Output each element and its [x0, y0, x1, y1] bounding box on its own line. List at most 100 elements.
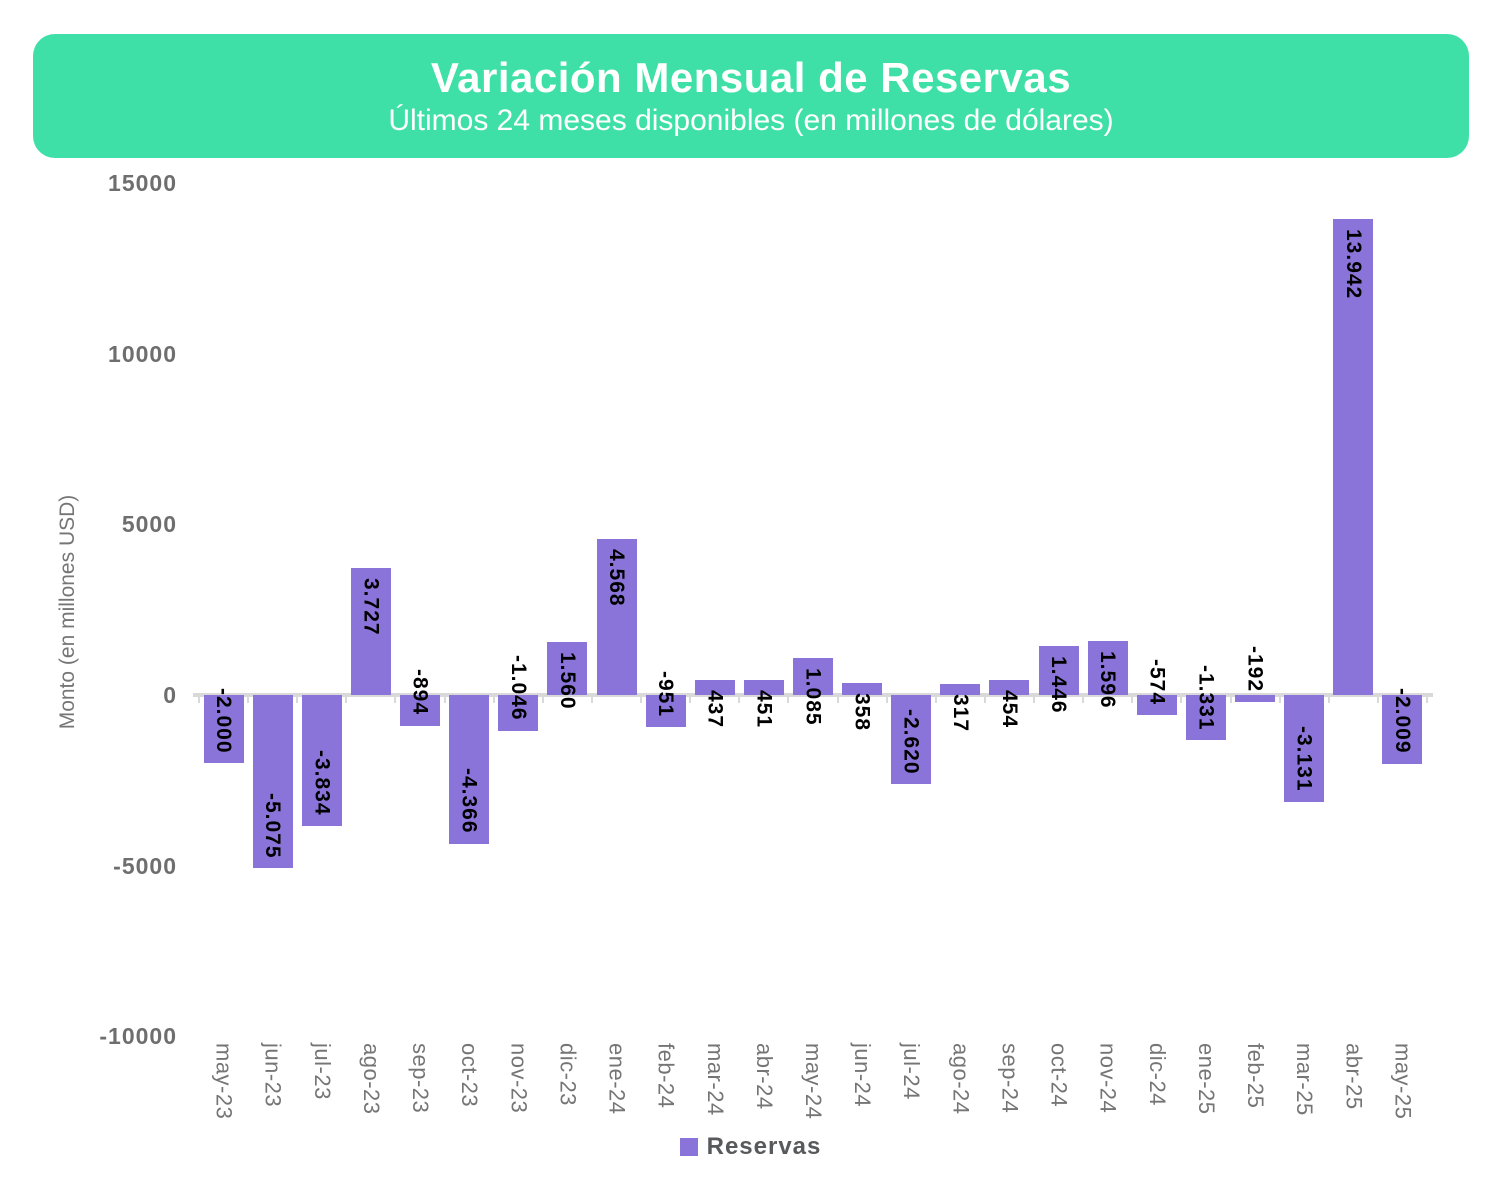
bar-value-label: 437: [703, 690, 727, 729]
bar-oct-23[interactable]: [449, 695, 490, 844]
axis-tick: [590, 695, 593, 703]
bar-value-label: -574: [1145, 658, 1169, 705]
x-tick-label: nov-24: [1095, 1043, 1121, 1114]
axis-tick: [198, 695, 200, 703]
bar-value-label: -192: [1243, 645, 1267, 692]
y-tick-label: -5000: [113, 852, 177, 879]
y-tick-label: 5000: [121, 511, 177, 538]
x-tick-label: jul-23: [309, 1043, 335, 1100]
x-tick-label: oct-23: [457, 1043, 483, 1108]
bar-may-23[interactable]: [203, 695, 244, 764]
axis-tick: [345, 695, 348, 703]
bar-nov-24[interactable]: [1087, 640, 1128, 695]
chart-header: Variación Mensual de Reservas Últimos 24…: [33, 34, 1469, 158]
axis-tick: [983, 695, 986, 703]
bar-value-label: 13.942: [1341, 229, 1365, 300]
x-tick-label: abr-24: [751, 1043, 777, 1110]
bar-value-label: 4.568: [605, 549, 629, 607]
bar-value-label: 1.446: [1047, 655, 1071, 714]
axis-tick: [1278, 695, 1281, 703]
axis-tick: [1180, 695, 1183, 703]
bar-abr-24[interactable]: [743, 679, 784, 695]
legend-swatch-icon: [679, 1138, 698, 1156]
x-tick-label: may-23: [211, 1043, 237, 1120]
y-tick-label: 15000: [108, 170, 177, 197]
x-tick-label: ago-24: [948, 1043, 974, 1115]
bar-value-label: -1.046: [506, 655, 530, 721]
x-tick-label: jul-24: [899, 1043, 925, 1100]
y-tick-label: 0: [163, 682, 177, 708]
bar-value-label: -3.834: [310, 750, 334, 816]
bar-value-label: 1.560: [555, 651, 579, 710]
axis-tick: [1426, 695, 1428, 703]
bar-oct-24[interactable]: [1038, 645, 1079, 695]
bar-may-24[interactable]: [793, 657, 833, 695]
bar-value-label: -894: [408, 669, 432, 716]
x-tick-label: sep-23: [408, 1043, 434, 1114]
bar-dic-23[interactable]: [547, 641, 588, 695]
x-tick-label: dic-23: [555, 1043, 581, 1106]
bar-mar-24[interactable]: [694, 680, 735, 695]
axis-tick: [247, 695, 250, 703]
x-tick-label: ago-23: [358, 1043, 384, 1115]
bar-jul-23[interactable]: [301, 695, 342, 826]
legend: Reservas: [0, 1133, 1501, 1161]
bar-sep-23[interactable]: [400, 695, 441, 726]
chart-title: Variación Mensual de Reservas: [430, 53, 1072, 101]
axis-tick: [1131, 695, 1134, 703]
x-tick-label: dic-24: [1144, 1043, 1170, 1106]
x-tick-label: sep-24: [997, 1043, 1023, 1114]
bar-mar-25[interactable]: [1284, 695, 1325, 802]
bar-jul-24[interactable]: [891, 695, 932, 785]
axis-tick: [1327, 695, 1330, 703]
bar-feb-24[interactable]: [645, 695, 686, 728]
axis-tick: [394, 695, 397, 703]
bar-ago-24[interactable]: [940, 684, 981, 695]
bar-value-label: -1.331: [1194, 664, 1218, 731]
x-tick-label: jun-24: [850, 1043, 876, 1108]
bar-ago-23[interactable]: [350, 567, 391, 695]
bar-value-label: -951: [654, 671, 678, 718]
x-axis-baseline: [193, 693, 1433, 697]
chart-subtitle: Últimos 24 meses disponibles (en millone…: [388, 104, 1114, 138]
axis-tick: [934, 695, 937, 703]
bar-value-label: -4.366: [457, 768, 481, 834]
bar-nov-23[interactable]: [498, 695, 539, 731]
bar-may-25[interactable]: [1382, 695, 1423, 764]
axis-tick: [836, 695, 839, 703]
bar-value-label: -2.620: [899, 708, 923, 775]
y-tick-label: -10000: [99, 1023, 177, 1050]
bar-value-label: 1.085: [801, 667, 825, 726]
bar-value-label: -2.000: [212, 687, 236, 754]
x-tick-label: ene-24: [604, 1043, 630, 1115]
bar-value-label: -2.009: [1390, 688, 1414, 754]
axis-tick: [787, 695, 790, 703]
x-tick-label: feb-25: [1243, 1043, 1269, 1109]
axis-tick: [492, 695, 495, 703]
axis-tick: [689, 695, 692, 703]
x-tick-label: nov-23: [506, 1043, 532, 1114]
x-tick-label: mar-25: [1292, 1043, 1318, 1116]
legend-series-label: Reservas: [706, 1133, 822, 1160]
bar-jun-24[interactable]: [842, 682, 883, 695]
axis-tick: [443, 695, 446, 703]
axis-tick: [1082, 695, 1085, 703]
bar-dic-24[interactable]: [1136, 695, 1177, 715]
bar-sep-24[interactable]: [989, 679, 1030, 695]
axis-tick: [1033, 695, 1036, 703]
bar-feb-25[interactable]: [1235, 695, 1276, 702]
bar-value-label: 3.727: [359, 577, 383, 636]
bar-ene-24[interactable]: [596, 539, 637, 695]
bar-jun-23[interactable]: [252, 695, 293, 869]
bar-ene-25[interactable]: [1185, 695, 1226, 741]
axis-tick: [1229, 695, 1232, 703]
bar-abr-25[interactable]: [1333, 219, 1374, 695]
x-tick-label: may-25: [1390, 1043, 1416, 1120]
bar-value-label: -3.131: [1292, 726, 1316, 792]
bar-value-label: -5.075: [261, 792, 285, 859]
x-tick-label: mar-24: [702, 1043, 728, 1116]
x-tick-label: feb-24: [653, 1043, 679, 1109]
axis-tick: [541, 695, 544, 703]
bar-value-label: 358: [850, 692, 874, 731]
x-tick-label: oct-24: [1046, 1043, 1072, 1108]
